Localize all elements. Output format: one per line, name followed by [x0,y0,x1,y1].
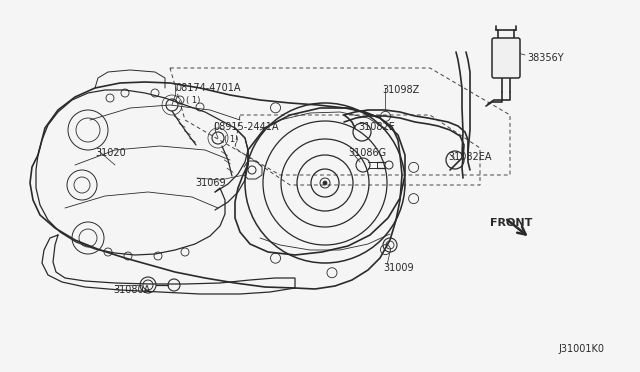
Text: 31020: 31020 [95,148,125,158]
Text: 31009: 31009 [383,263,413,273]
Text: 08174-4701A: 08174-4701A [175,83,241,93]
Text: 31098Z: 31098Z [382,85,419,95]
FancyBboxPatch shape [492,38,520,78]
Text: 31069: 31069 [195,178,226,188]
Text: FRONT: FRONT [490,218,532,228]
Circle shape [323,181,327,185]
Text: 31086G: 31086G [348,148,386,158]
Text: ( 1): ( 1) [186,96,200,105]
Text: 38356Y: 38356Y [527,53,564,63]
Text: ( 1): ( 1) [224,135,238,144]
Text: 31082EA: 31082EA [448,152,492,162]
Text: 31082E: 31082E [358,122,395,132]
Text: 08915-2441A: 08915-2441A [213,122,278,132]
Text: J31001K0: J31001K0 [558,344,604,354]
Text: 31080A: 31080A [113,285,150,295]
